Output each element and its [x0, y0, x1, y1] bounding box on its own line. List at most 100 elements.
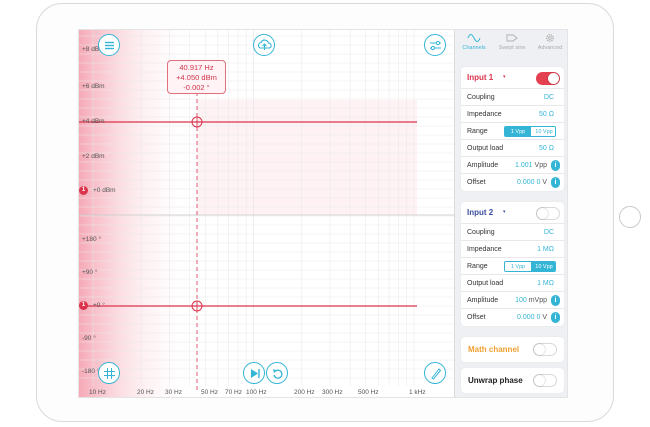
tab-channels[interactable]: Channels: [455, 32, 493, 51]
unwrap-phase-card[interactable]: Unwrap phase: [461, 368, 564, 393]
offset-unit: V: [542, 314, 547, 321]
draw-button[interactable]: [424, 362, 446, 384]
row-value[interactable]: 1 MΩ: [537, 280, 554, 287]
y-tick: +0 dBm: [93, 187, 116, 194]
readout-magnitude: +4.050 dBm: [176, 73, 217, 82]
input1-range-segment[interactable]: 1 Vpp 10 Vpp: [504, 126, 556, 137]
row-label: Range: [467, 263, 488, 270]
sweep-icon: [506, 34, 518, 42]
input2-amplitude-row[interactable]: Amplitude 100 mVpp i: [461, 291, 564, 308]
unwrap-phase-toggle[interactable]: [533, 374, 557, 387]
row-label: Impedance: [467, 246, 502, 253]
input2-title[interactable]: Input 2: [467, 208, 494, 217]
row-value[interactable]: 1 MΩ: [537, 246, 554, 253]
step-play-button[interactable]: [243, 362, 265, 384]
amplitude-value[interactable]: 100: [515, 297, 527, 304]
amplitude-value[interactable]: 1.001: [515, 162, 533, 169]
row-value[interactable]: 50 Ω: [539, 111, 554, 118]
grid-button[interactable]: [98, 362, 120, 384]
row-label: Impedance: [467, 111, 502, 118]
marker-badge-mag[interactable]: 1: [79, 186, 88, 195]
offset-value[interactable]: 0.000 0: [517, 314, 541, 321]
y-tick: +2 dBm: [82, 153, 105, 160]
loop-button[interactable]: [266, 362, 288, 384]
input2-output-load-row[interactable]: Output load 1 MΩ: [461, 274, 564, 291]
y-tick: +6 dBm: [82, 83, 105, 90]
x-tick: 500 Hz: [358, 389, 379, 396]
y-tick: +90 °: [82, 269, 98, 276]
row-label: Range: [467, 128, 488, 135]
panel-tabs: Channels Swept sine Advanced: [455, 30, 567, 58]
input1-card: Input 1 ▾ Coupling DC Impedance 50 Ω Ran…: [461, 67, 564, 191]
input2-offset-row[interactable]: Offset 0.000 0 V i: [461, 308, 564, 325]
input1-output-load-row[interactable]: Output load 50 Ω: [461, 139, 564, 156]
app-screen: +8 dBm +6 dBm +4 dBm +2 dBm +0 dBm +180 …: [78, 29, 568, 398]
upload-button[interactable]: [253, 34, 275, 56]
range-option-1vpp[interactable]: 1 Vpp: [505, 127, 531, 136]
cursor-marker-phase: [191, 300, 203, 312]
readout-phase: -0.002 °: [183, 83, 210, 92]
range-option-1vpp[interactable]: 1 Vpp: [505, 262, 531, 271]
x-tick: 50 Hz: [201, 389, 218, 396]
offset-unit: V: [542, 179, 547, 186]
math-channel-label: Math channel: [468, 345, 520, 354]
input2-range-segment[interactable]: 1 Vpp 10 Vpp: [504, 261, 556, 272]
x-tick: 300 Hz: [322, 389, 343, 396]
x-tick: 30 Hz: [165, 389, 182, 396]
cursor-readout[interactable]: 40.917 Hz +4.050 dBm -0.002 °: [167, 60, 226, 94]
info-icon[interactable]: i: [551, 177, 560, 188]
row-label: Offset: [467, 179, 486, 186]
menu-button[interactable]: [98, 34, 120, 56]
input1-impedance-row[interactable]: Impedance 50 Ω: [461, 105, 564, 122]
math-channel-toggle[interactable]: [533, 343, 557, 356]
range-option-10vpp[interactable]: 10 Vpp: [531, 262, 555, 271]
wave-icon: [467, 34, 481, 42]
tab-label: Swept sine: [498, 45, 526, 51]
x-tick: 70 Hz: [225, 389, 242, 396]
input2-impedance-row[interactable]: Impedance 1 MΩ: [461, 240, 564, 257]
x-tick: 20 Hz: [137, 389, 154, 396]
row-label: Output load: [467, 145, 504, 152]
bode-plot[interactable]: +8 dBm +6 dBm +4 dBm +2 dBm +0 dBm +180 …: [79, 30, 454, 397]
info-icon[interactable]: i: [551, 160, 560, 171]
input2-caret-icon[interactable]: ▾: [503, 209, 506, 215]
y-tick: +8 dBm: [82, 46, 105, 53]
plot-canvas: [79, 30, 454, 397]
cursor-marker-mag: [191, 116, 203, 128]
input1-amplitude-row[interactable]: Amplitude 1.001 Vpp i: [461, 156, 564, 173]
range-option-10vpp[interactable]: 10 Vpp: [531, 127, 555, 136]
row-value[interactable]: DC: [543, 229, 554, 236]
x-tick: 200 Hz: [294, 389, 315, 396]
input2-coupling-row[interactable]: Coupling DC: [461, 223, 564, 240]
tab-advanced[interactable]: Advanced: [531, 32, 567, 51]
cloud-upload-icon: [258, 39, 272, 50]
input1-toggle[interactable]: [536, 72, 560, 85]
row-value[interactable]: 50 Ω: [539, 145, 554, 152]
offset-value[interactable]: 0.000 0: [517, 179, 541, 186]
y-tick: -180 °: [82, 368, 100, 375]
unwrap-phase-label: Unwrap phase: [468, 376, 523, 385]
loop-icon: [273, 369, 283, 379]
math-channel-card[interactable]: Math channel: [461, 337, 564, 362]
sliders-icon: [430, 40, 441, 51]
info-icon[interactable]: i: [551, 312, 560, 323]
settings-button[interactable]: [424, 34, 446, 56]
home-button[interactable]: [619, 206, 641, 228]
input2-toggle[interactable]: [536, 207, 560, 220]
input1-range-row: Range 1 Vpp 10 Vpp: [461, 122, 564, 139]
marker-badge-phase[interactable]: 1: [79, 301, 88, 310]
x-tick: 100 Hz: [246, 389, 267, 396]
row-value[interactable]: DC: [543, 94, 554, 101]
input1-offset-row[interactable]: Offset 0.000 0 V i: [461, 173, 564, 190]
input1-coupling-row[interactable]: Coupling DC: [461, 88, 564, 105]
input1-title[interactable]: Input 1: [467, 73, 494, 82]
tab-label: Advanced: [537, 45, 563, 51]
amplitude-unit: mVpp: [528, 297, 547, 304]
side-panel: Channels Swept sine Advanced Input 1 ▾ C…: [454, 30, 567, 397]
info-icon[interactable]: i: [551, 295, 560, 306]
tab-swept-sine[interactable]: Swept sine: [493, 32, 531, 51]
input1-caret-icon[interactable]: ▾: [503, 74, 506, 80]
play-step-icon: [251, 369, 260, 378]
grid-icon: [104, 368, 115, 379]
row-label: Coupling: [467, 229, 495, 236]
